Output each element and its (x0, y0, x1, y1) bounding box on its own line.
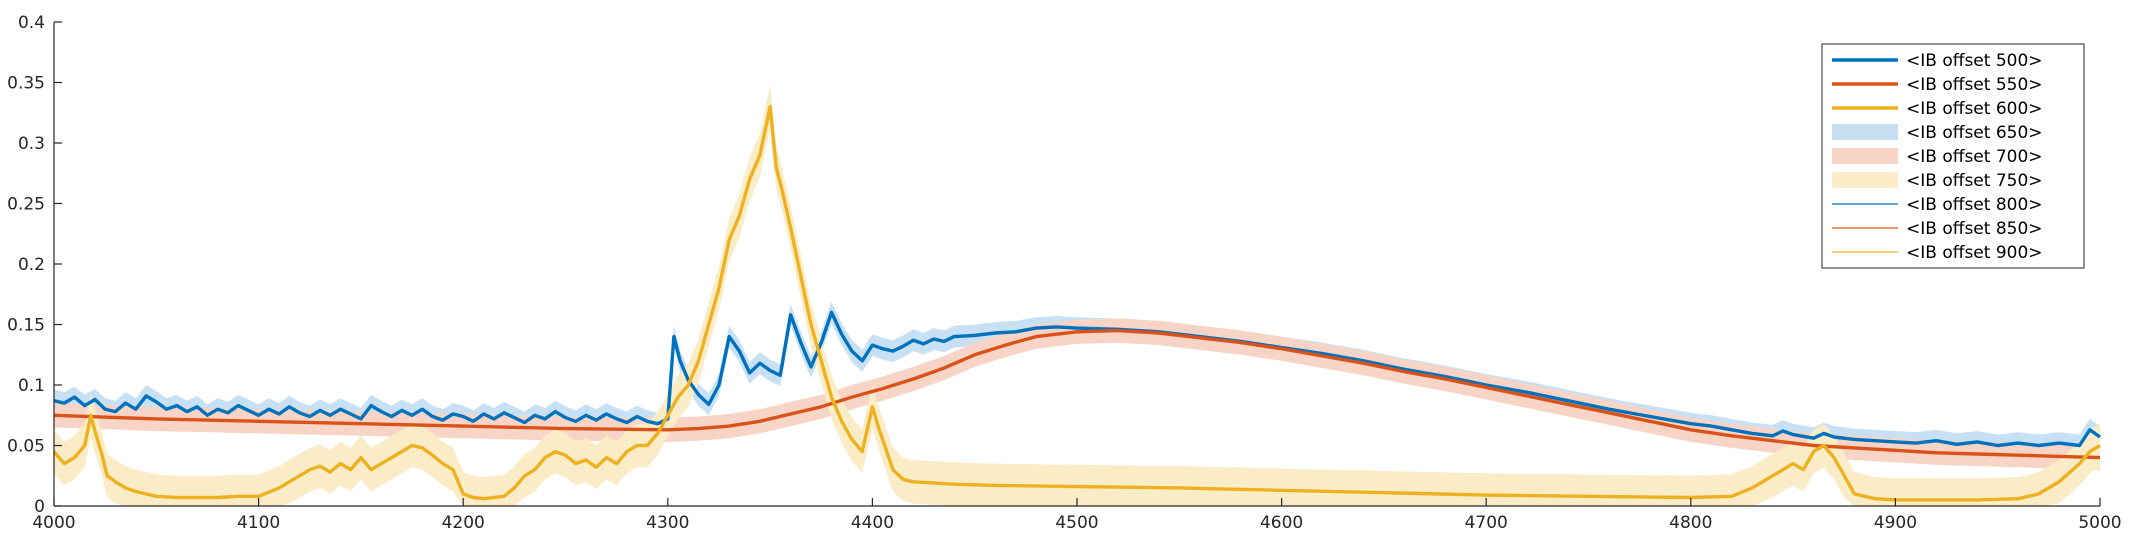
x-axis-ticks: 4000 4100 4200 4300 4400 4500 4600 4700 4800 4900… (32, 498, 2122, 533)
x-tick-label: 4800 (1669, 513, 1712, 533)
x-tick-label: 4400 (851, 513, 894, 533)
y-tick-label: 0.1 (18, 376, 45, 396)
legend-label: <IB offset 600> (1906, 99, 2043, 119)
legend-label: <IB offset 900> (1906, 243, 2043, 263)
series-band-2 (54, 318, 2100, 470)
x-tick-label: 4700 (1465, 513, 1508, 533)
y-tick-label: 0.35 (7, 74, 45, 94)
y-tick-label: 0.3 (18, 134, 45, 154)
legend-label: <IB offset 800> (1906, 195, 2043, 215)
x-tick-label: 4900 (1874, 513, 1917, 533)
legend[interactable]: <IB offset 500> <IB offset 550> <IB offset… (1821, 43, 2085, 269)
series-lines (52, 105, 2101, 502)
x-tick-label: 4000 (32, 513, 75, 533)
series-line-3 (52, 105, 2101, 502)
y-tick-label: 0 (34, 497, 45, 517)
x-tick-label: 4300 (646, 513, 689, 533)
legend-label: <IB offset 650> (1906, 123, 2043, 143)
y-tick-label: 0.25 (7, 195, 45, 215)
legend-swatch (1832, 172, 1898, 188)
legend-label: <IB offset 500> (1906, 51, 2043, 71)
y-tick-label: 0.05 (7, 437, 45, 457)
series-line-1 (53, 310, 2101, 448)
x-tick-label: 4100 (237, 513, 280, 533)
x-tick-label: 5000 (2078, 513, 2121, 533)
legend-label: <IB offset 700> (1906, 147, 2043, 167)
y-tick-label: 0.2 (18, 255, 45, 275)
series-line-2 (53, 328, 2101, 460)
legend-label: <IB offset 750> (1906, 171, 2043, 191)
legend-label: <IB offset 550> (1906, 75, 2043, 95)
legend-swatch (1832, 124, 1898, 140)
x-tick-label: 4600 (1260, 513, 1303, 533)
y-tick-label: 0.4 (18, 13, 45, 33)
x-tick-label: 4500 (1055, 513, 1098, 533)
legend-label: <IB offset 850> (1906, 219, 2043, 239)
y-tick-label: 0.15 (7, 316, 45, 336)
y-axis-ticks: 0 0.05 0.1 0.15 0.2 0.25 0.3 0.35 0.4 (7, 13, 62, 517)
x-tick-label: 4200 (442, 513, 485, 533)
legend-swatch (1832, 148, 1898, 164)
legend-box (1821, 43, 2085, 269)
